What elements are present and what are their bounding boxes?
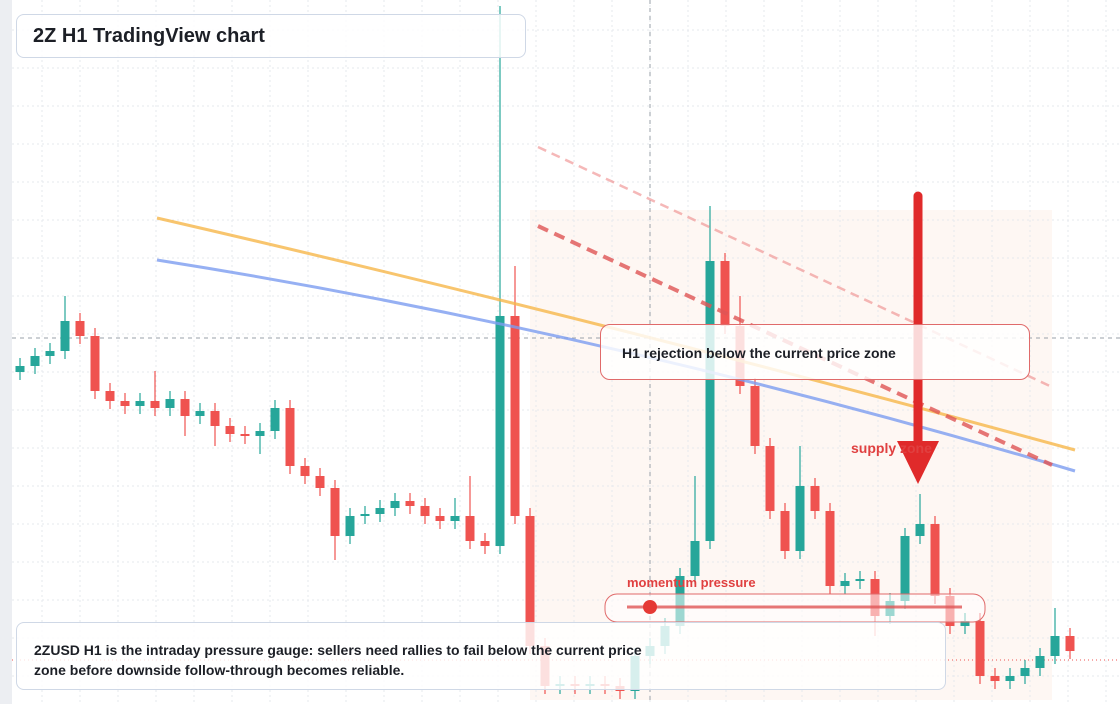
candle-body <box>765 446 775 511</box>
candle-body <box>975 621 985 676</box>
candle-body <box>270 408 280 431</box>
candle-body <box>240 434 250 436</box>
candle-body <box>300 466 310 476</box>
gauge-label: momentum pressure <box>627 575 756 590</box>
candle-body <box>990 676 1000 681</box>
candle-body <box>285 408 295 466</box>
candle-body <box>225 426 235 434</box>
left-strip <box>0 0 12 704</box>
candle-body <box>390 501 400 508</box>
candle-body <box>1050 636 1060 656</box>
lower-trendline <box>537 224 1053 467</box>
candle-body <box>75 321 85 336</box>
candle-body <box>780 511 790 551</box>
candle-body <box>360 514 370 516</box>
candle-body <box>1020 668 1030 676</box>
candle-body <box>345 516 355 536</box>
candle-body <box>405 501 415 506</box>
callout: H1 rejection below the current price zon… <box>600 324 1030 380</box>
candle-body <box>165 399 175 408</box>
candle-body <box>810 486 820 511</box>
candle-body <box>1035 656 1045 668</box>
candle-body <box>255 431 265 436</box>
candle-body <box>480 541 490 546</box>
candle-body <box>90 336 100 391</box>
candle-body <box>525 516 535 646</box>
candle-body <box>30 356 40 366</box>
candle-body <box>195 411 205 416</box>
candle-body <box>330 488 340 536</box>
candle-body <box>465 516 475 541</box>
candle-body <box>960 621 970 626</box>
candle-body <box>150 401 160 408</box>
candle-body <box>915 524 925 536</box>
candle-body <box>900 536 910 601</box>
candle-body <box>120 401 130 406</box>
candle-body <box>495 316 505 546</box>
candle-body <box>450 516 460 521</box>
candle-body <box>315 476 325 488</box>
candle-body <box>375 508 385 514</box>
candle-body <box>855 579 865 581</box>
gauge-knob <box>643 600 657 614</box>
description-text: 2ZUSD H1 is the intraday pressure gauge:… <box>34 642 642 678</box>
candle-body <box>1005 676 1015 681</box>
zone-label: supply zone <box>851 440 932 456</box>
candle-body <box>210 411 220 426</box>
candle-body <box>1065 636 1075 651</box>
candle-body <box>705 261 715 541</box>
arrow-head <box>897 441 939 484</box>
candle-body <box>135 401 145 406</box>
candle-body <box>825 511 835 586</box>
candle-body <box>930 524 940 596</box>
candle-body <box>750 386 760 446</box>
candle-body <box>795 486 805 551</box>
candle-body <box>690 541 700 576</box>
candle-body <box>720 261 730 326</box>
candle-body <box>420 506 430 516</box>
description: 2ZUSD H1 is the intraday pressure gauge:… <box>16 622 946 690</box>
candle-body <box>15 366 25 372</box>
candle-body <box>105 391 115 401</box>
candle-body <box>510 316 520 516</box>
candle-body <box>60 321 70 351</box>
candle-body <box>45 351 55 356</box>
candle-body <box>180 399 190 416</box>
candle-body <box>435 516 445 521</box>
chart-title: 2Z H1 TradingView chart <box>16 14 526 58</box>
candle-body <box>840 581 850 586</box>
